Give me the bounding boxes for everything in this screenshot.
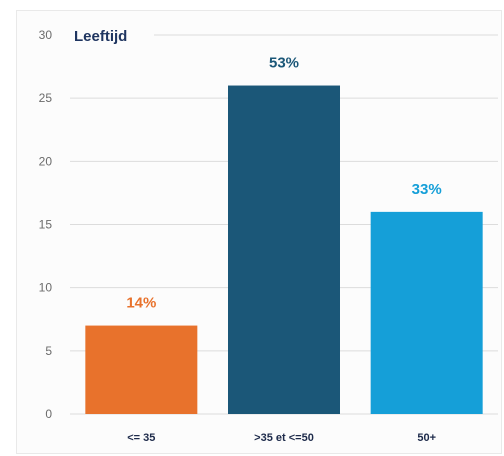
y-tick-label: 25 [39,91,53,105]
y-tick-label: 5 [45,344,52,358]
data-label: 53% [269,55,299,72]
title-background [70,26,154,46]
chart-title: Leeftijd [74,28,127,45]
category-labels: <= 35 >35 et <=50 50+ [127,432,436,444]
y-tick-label: 20 [39,154,53,168]
bars [85,85,483,415]
bar [228,85,340,415]
data-labels: 14% 53% 33% [126,55,441,312]
data-label: 14% [126,295,156,312]
bar [370,211,483,414]
category-label: >35 et <=50 [254,432,314,444]
y-tick-label: 10 [39,281,53,295]
y-tick-label: 15 [39,218,53,232]
y-tick-label: 0 [45,407,52,421]
y-axis-ticks: 0 5 10 15 20 25 30 [39,28,53,421]
y-tick-label: 30 [39,28,53,42]
bar [85,325,198,414]
category-label: 50+ [417,432,436,444]
category-label: <= 35 [127,432,155,444]
data-label: 33% [412,181,442,198]
